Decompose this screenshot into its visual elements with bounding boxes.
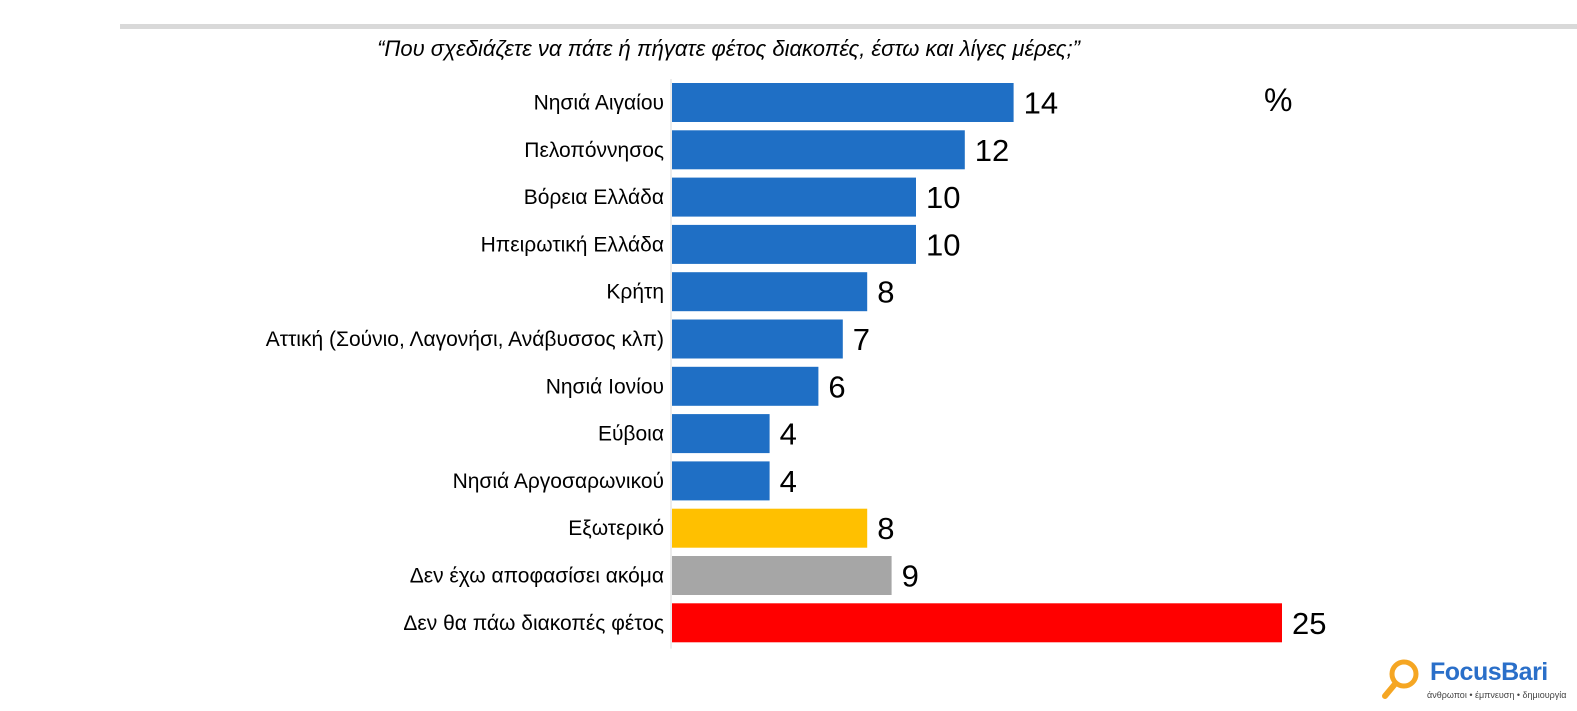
value-label-1: 12 [975, 133, 1009, 168]
value-label-10: 9 [902, 559, 919, 594]
value-label-2: 10 [926, 180, 960, 215]
value-label-0: 14 [1024, 86, 1058, 121]
logo-tagline: άνθρωποι • έμπνευση • δημιουργία [1427, 690, 1567, 700]
category-label-7: Εύβοια [598, 423, 664, 446]
bar-2 [672, 177, 916, 217]
bar-6 [672, 366, 819, 406]
top-divider [120, 24, 1577, 29]
bar-7 [672, 414, 770, 454]
value-label-9: 8 [877, 511, 894, 546]
focusbari-logo-icon [1382, 659, 1419, 699]
bar-8 [672, 461, 770, 501]
category-label-11: Δεν θα πάω διακοπές φέτος [403, 612, 664, 635]
unit-label: % [1264, 82, 1293, 118]
bar-9 [672, 508, 868, 548]
value-label-4: 8 [877, 275, 894, 310]
bar-5 [672, 319, 843, 359]
category-label-9: Εξωτερικό [568, 517, 664, 540]
category-label-3: Ηπειρωτική Ελλάδα [481, 233, 664, 256]
category-label-8: Νησιά Αργοσαρωνικού [453, 470, 664, 493]
value-label-11: 25 [1292, 606, 1326, 641]
category-label-10: Δεν έχω αποφασίσει ακόμα [410, 565, 664, 588]
category-label-1: Πελοπόννησος [524, 139, 664, 162]
category-label-2: Βόρεια Ελλάδα [524, 186, 664, 209]
logo-name: FocusBari [1430, 658, 1548, 686]
bar-3 [672, 224, 916, 264]
bar-4 [672, 272, 868, 312]
bar-10 [672, 556, 892, 595]
bar-0 [672, 83, 1014, 122]
chart-title: “Που σχεδιάζετε να πάτε ή πήγατε φέτος δ… [377, 36, 1080, 61]
category-label-6: Νησιά Ιονίου [546, 375, 664, 398]
bar-1 [672, 130, 965, 170]
category-label-5: Αττική (Σούνιο, Λαγονήσι, Ανάβυσσος κλπ) [266, 328, 664, 351]
value-label-8: 4 [780, 464, 797, 499]
value-label-5: 7 [853, 322, 870, 357]
category-label-4: Κρήτη [606, 281, 664, 304]
value-label-3: 10 [926, 227, 960, 262]
bar-11 [672, 603, 1282, 643]
value-label-6: 6 [828, 369, 845, 404]
category-label-0: Νησιά Αιγαίου [534, 92, 664, 115]
value-label-7: 4 [780, 417, 797, 452]
